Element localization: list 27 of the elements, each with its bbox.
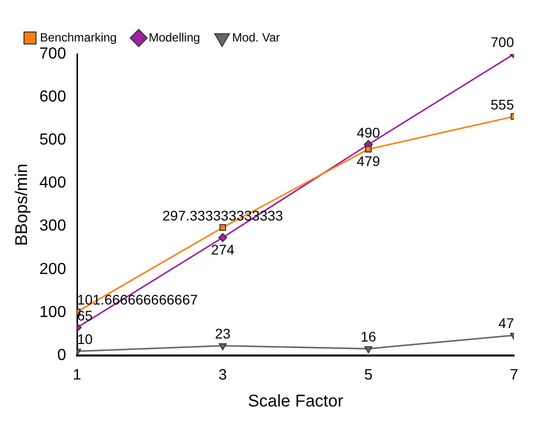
point xyxy=(218,233,228,242)
data-label: 700 xyxy=(490,34,514,50)
data-label: 490 xyxy=(356,124,380,140)
y-tick-label: 0 xyxy=(57,347,66,364)
y-tick-label: 400 xyxy=(39,174,66,192)
legend-label: Mod. Var xyxy=(232,30,280,44)
x-tick-label: 3 xyxy=(218,366,227,384)
y-tick-label: 500 xyxy=(39,132,66,149)
y-tick-label: 300 xyxy=(39,218,66,235)
y-tick-label: 100 xyxy=(39,304,66,321)
data-label: 47 xyxy=(498,315,514,332)
y-axis-title: BBops/min xyxy=(12,164,31,246)
data-label: 274 xyxy=(211,241,235,258)
y-tick-label: 700 xyxy=(39,45,66,62)
x-axis-title: Scale Factor xyxy=(248,391,344,410)
data-label: 479 xyxy=(356,153,380,170)
legend-label: Modelling xyxy=(148,30,200,44)
legend-label: Benchmarking xyxy=(40,30,117,44)
x-tick-label: 5 xyxy=(364,366,373,384)
data-label: 23 xyxy=(214,326,231,342)
x-tick-label: 7 xyxy=(510,366,518,384)
x-tick-label: 1 xyxy=(72,366,82,384)
y-tick-label: 600 xyxy=(39,88,66,106)
data-label: 555 xyxy=(490,96,514,112)
y-tick-label: 200 xyxy=(39,260,66,278)
data-label: 16 xyxy=(360,328,376,345)
data-label: 10 xyxy=(77,331,93,348)
